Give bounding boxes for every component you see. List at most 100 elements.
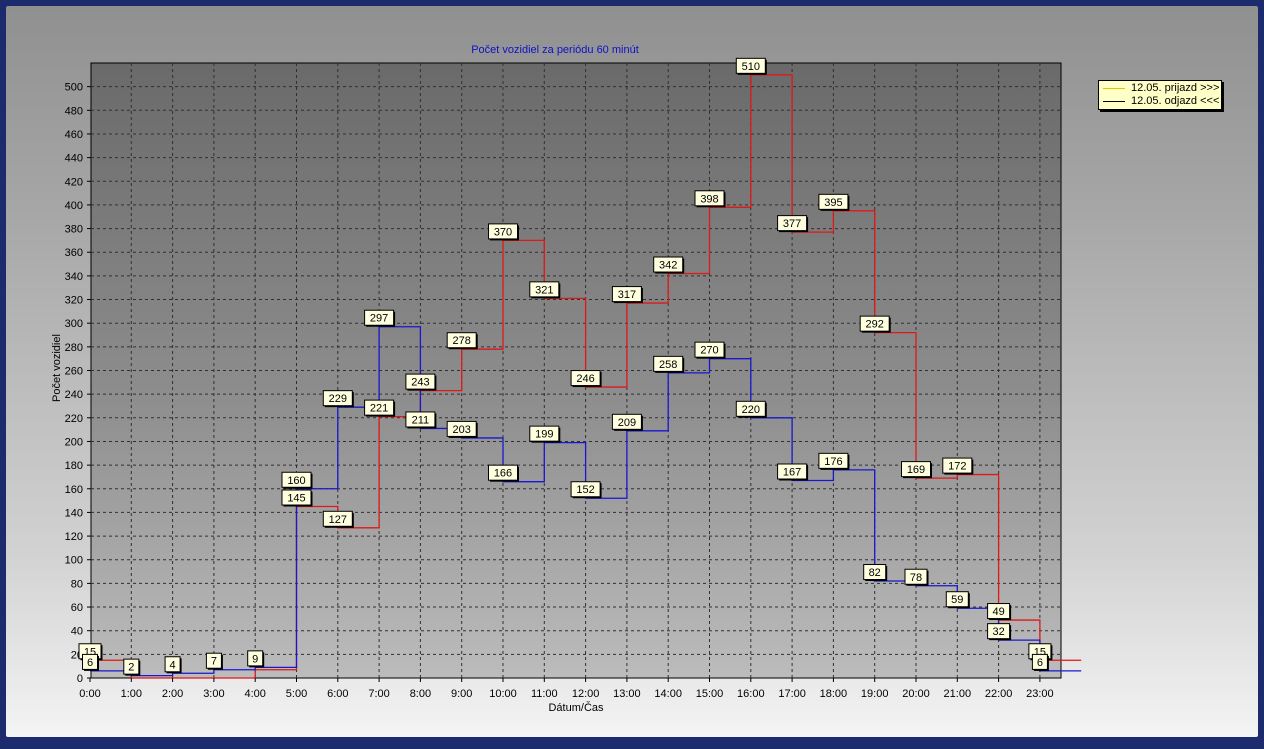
data-label-box xyxy=(281,489,312,506)
data-label-text: 166 xyxy=(494,468,512,480)
data-label: 211 xyxy=(405,411,437,429)
data-label-text: 2 xyxy=(128,662,134,674)
data-label-text: 9 xyxy=(252,653,258,665)
data-label-text: 229 xyxy=(329,393,347,405)
x-tick-label: 9:00 xyxy=(451,688,472,700)
legend-label-arrivals: 12.05. prijazd >>> xyxy=(1131,82,1220,94)
data-label-text: 243 xyxy=(411,377,429,389)
data-label-text: 211 xyxy=(412,414,430,426)
data-label: 78 xyxy=(904,568,929,586)
y-tick-label: 460 xyxy=(65,129,83,141)
data-label-text: 221 xyxy=(370,403,388,415)
x-tick-label: 2:00 xyxy=(162,688,183,700)
data-label: 370 xyxy=(488,223,519,241)
data-label-box xyxy=(82,653,98,670)
data-label-box xyxy=(987,623,1011,640)
data-label-box xyxy=(987,603,1011,620)
y-tick-label: 240 xyxy=(65,389,83,401)
data-label-text: 127 xyxy=(329,514,347,526)
data-label-box xyxy=(247,650,264,667)
y-tick-label: 0 xyxy=(77,673,83,685)
data-label-text: 220 xyxy=(742,404,760,416)
data-label-text: 169 xyxy=(907,464,925,476)
x-tick-label: 12:00 xyxy=(572,688,600,700)
data-label-box xyxy=(164,656,181,673)
y-tick-label: 380 xyxy=(65,224,83,236)
data-label-box xyxy=(123,658,140,675)
x-tick-label: 4:00 xyxy=(244,688,265,700)
x-tick-label: 13:00 xyxy=(613,688,641,700)
data-label-text: 145 xyxy=(287,493,305,505)
data-label-box xyxy=(777,463,808,480)
data-label: 246 xyxy=(570,370,602,388)
y-tick-label: 220 xyxy=(65,413,83,425)
x-tick-label: 6:00 xyxy=(327,688,348,700)
data-label: 32 xyxy=(987,623,1012,641)
y-tick-label: 180 xyxy=(65,460,83,472)
data-label-text: 152 xyxy=(576,484,594,496)
x-tick-label: 10:00 xyxy=(489,688,517,700)
x-axis-title: Dátum/Čas xyxy=(548,701,604,714)
data-label-box xyxy=(488,223,518,240)
data-label-box xyxy=(942,457,973,474)
legend-swatch-departures xyxy=(1103,101,1125,102)
data-label-box xyxy=(611,413,642,430)
y-tick-label: 80 xyxy=(71,578,83,590)
data-label: 209 xyxy=(611,413,643,431)
data-label-text: 317 xyxy=(618,289,636,301)
x-tick-label: 0:00 xyxy=(79,688,100,700)
data-label-text: 209 xyxy=(618,417,636,429)
data-label-box xyxy=(281,471,312,488)
data-label-text: 78 xyxy=(910,572,922,584)
data-label-box xyxy=(694,341,725,358)
data-label-box xyxy=(653,355,684,372)
y-tick-label: 280 xyxy=(65,342,83,354)
y-tick-label: 440 xyxy=(65,153,83,165)
data-label-text: 342 xyxy=(659,260,677,272)
data-label: 292 xyxy=(859,315,891,333)
data-label-box xyxy=(446,420,477,437)
y-tick-label: 320 xyxy=(65,295,83,307)
data-label: 166 xyxy=(488,464,519,482)
data-label: 377 xyxy=(777,215,809,233)
y-tick-label: 160 xyxy=(65,484,83,496)
y-tick-label: 60 xyxy=(71,602,83,614)
data-label: 145 xyxy=(281,489,313,507)
data-label: 2 xyxy=(123,658,141,676)
x-tick-label: 7:00 xyxy=(368,688,389,700)
data-label: 321 xyxy=(529,281,561,299)
y-tick-label: 480 xyxy=(65,105,83,117)
data-label: 220 xyxy=(735,400,767,418)
data-label-box xyxy=(945,591,969,608)
data-label: 82 xyxy=(863,564,888,582)
data-label-text: 59 xyxy=(951,594,963,606)
data-label: 59 xyxy=(945,591,970,609)
data-label-text: 292 xyxy=(866,319,884,331)
data-label-box xyxy=(694,190,725,207)
x-tick-label: 14:00 xyxy=(654,688,682,700)
data-label: 243 xyxy=(405,373,437,391)
legend-label-departures: 12.05. odjazd <<< xyxy=(1131,95,1220,107)
data-label-text: 6 xyxy=(1037,657,1043,669)
data-label: 172 xyxy=(942,457,974,475)
x-tick-label: 21:00 xyxy=(944,688,972,700)
data-label: 317 xyxy=(611,286,643,304)
data-label-box xyxy=(735,57,766,74)
data-label-text: 167 xyxy=(783,466,801,478)
data-label: 9 xyxy=(247,650,265,668)
data-label: 203 xyxy=(446,420,478,438)
data-label-box xyxy=(570,481,601,498)
legend: 12.05. prijazd >>> 12.05. odjazd <<< xyxy=(1098,80,1222,110)
y-tick-label: 300 xyxy=(65,318,83,330)
data-label: 167 xyxy=(777,463,809,481)
y-axis-title: Počet vozidiel xyxy=(51,334,63,402)
y-tick-label: 40 xyxy=(71,626,83,638)
data-label-text: 270 xyxy=(700,345,718,357)
data-label-box xyxy=(818,193,849,210)
data-label-text: 172 xyxy=(948,461,966,473)
chart-title: Počet vozidiel za periódu 60 minút xyxy=(471,44,639,56)
data-label-box xyxy=(863,564,887,581)
data-label-text: 176 xyxy=(824,456,842,468)
data-label-text: 49 xyxy=(992,606,1004,618)
data-label-text: 297 xyxy=(370,313,388,325)
